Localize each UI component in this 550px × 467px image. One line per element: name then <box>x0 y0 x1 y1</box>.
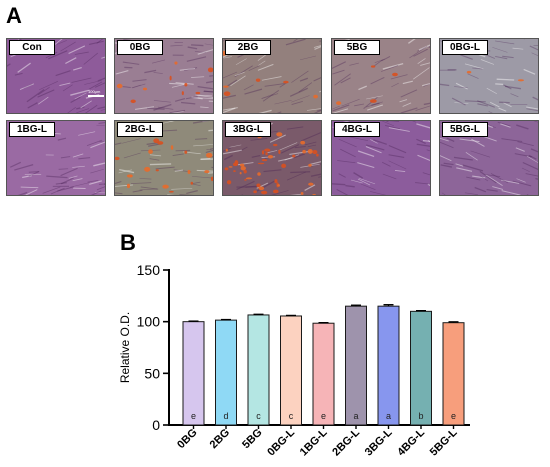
scale-bar-label: 100μm <box>88 89 101 94</box>
x-tick-label: 3BG-L <box>363 426 395 458</box>
x-tick-label: 1BG-L <box>298 426 330 458</box>
panel-a-letter: A <box>6 3 22 28</box>
bar-1bg-l <box>312 322 335 426</box>
micrograph-label: 3BG-L <box>225 122 271 137</box>
panel-b-letter: B <box>120 230 136 255</box>
bar-3bg-l <box>377 305 400 426</box>
micrograph-4bg-l: 4BG-L <box>331 120 431 196</box>
micrograph-grid: Con 100μm 0BG 2BG 5BG 0BG-L 1BG-L 2BG-L 3BG-L 4BG… <box>6 38 544 200</box>
micrograph-label: 2BG-L <box>117 122 163 137</box>
x-tick-label: 4BG-L <box>395 426 427 458</box>
x-tick-label: 0BG <box>175 427 199 451</box>
x-tick-label: 2BG-L <box>330 426 362 458</box>
micrograph-label: 0BG <box>117 40 163 55</box>
y-tick-label: 0 <box>152 417 160 433</box>
bar-chart: 0 50 100 150 Relative O.D. e 0BG d 2BG c 5BG c 0BG-L… <box>118 262 470 458</box>
micrograph-1bg-l: 1BG-L <box>6 120 106 196</box>
micrograph-5bg-l: 5BG-L <box>439 120 539 196</box>
micrograph-2bg-l: 2BG-L <box>114 120 214 196</box>
bar-5bg <box>247 314 270 426</box>
micrograph-label: 5BG-L <box>442 122 488 137</box>
y-tick-label: 50 <box>144 365 160 381</box>
y-tick-label: 150 <box>137 262 161 278</box>
bar-5bg-l <box>442 322 465 426</box>
x-tick-label: 0BG-L <box>265 426 297 458</box>
significance-letter: c <box>256 411 261 421</box>
micrograph-con: Con 100μm <box>6 38 106 114</box>
significance-letter: c <box>289 411 294 421</box>
bar-4bg-l <box>410 310 432 426</box>
bar-2bg-l <box>345 305 367 426</box>
bar-0bg <box>182 321 205 426</box>
micrograph-label: 0BG-L <box>442 40 488 55</box>
scale-bar <box>88 95 104 97</box>
micrograph-0bg-l: 0BG-L <box>439 38 539 114</box>
micrograph-label: 4BG-L <box>334 122 380 137</box>
x-tick-label: 5BG <box>240 427 264 451</box>
significance-letter: e <box>321 411 326 421</box>
significance-letter: a <box>353 411 358 421</box>
significance-letter: a <box>386 411 391 421</box>
y-tick-label: 100 <box>137 314 161 330</box>
micrograph-5bg: 5BG <box>331 38 431 114</box>
micrograph-label: Con <box>9 40 55 55</box>
micrograph-3bg-l: 3BG-L <box>222 120 322 196</box>
bar-2bg <box>215 319 237 426</box>
significance-letter: e <box>191 411 196 421</box>
micrograph-label: 2BG <box>225 40 271 55</box>
bar-0bg-l <box>280 315 302 426</box>
x-tick-label: 5BG-L <box>428 426 460 458</box>
micrograph-2bg: 2BG <box>222 38 322 114</box>
y-axis-label: Relative O.D. <box>118 312 132 383</box>
significance-letter: d <box>223 411 228 421</box>
micrograph-label: 1BG-L <box>9 122 55 137</box>
significance-letter: b <box>418 411 423 421</box>
significance-letter: e <box>451 411 456 421</box>
x-tick-label: 2BG <box>208 427 232 451</box>
micrograph-label: 5BG <box>334 40 380 55</box>
micrograph-0bg: 0BG <box>114 38 214 114</box>
